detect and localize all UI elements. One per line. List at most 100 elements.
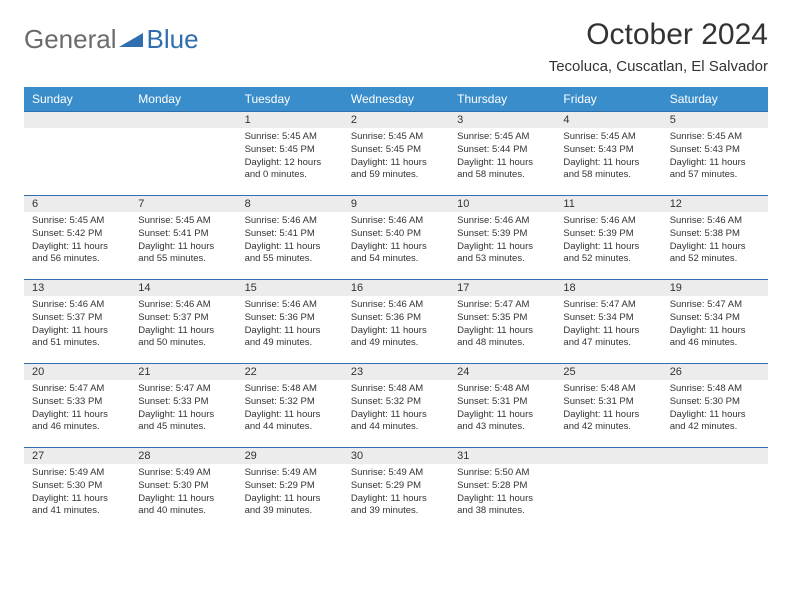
day-data-empty: [130, 128, 236, 188]
daylight-line: Daylight: 11 hours and 43 minutes.: [457, 409, 547, 435]
day-number: 26: [662, 363, 768, 380]
day-number: 25: [555, 363, 661, 380]
calendar-day-cell: 1Sunrise: 5:45 AMSunset: 5:45 PMDaylight…: [237, 111, 343, 195]
calendar-day-cell: [24, 111, 130, 195]
calendar-day-cell: 9Sunrise: 5:46 AMSunset: 5:40 PMDaylight…: [343, 195, 449, 279]
day-data: Sunrise: 5:46 AMSunset: 5:37 PMDaylight:…: [24, 296, 130, 356]
day-data: Sunrise: 5:46 AMSunset: 5:39 PMDaylight:…: [555, 212, 661, 272]
day-data: Sunrise: 5:45 AMSunset: 5:41 PMDaylight:…: [130, 212, 236, 272]
day-data: Sunrise: 5:46 AMSunset: 5:39 PMDaylight:…: [449, 212, 555, 272]
calendar-week-row: 27Sunrise: 5:49 AMSunset: 5:30 PMDayligh…: [24, 447, 768, 531]
day-number: 12: [662, 195, 768, 212]
sunset-line: Sunset: 5:29 PM: [245, 480, 335, 493]
daylight-line: Daylight: 11 hours and 42 minutes.: [670, 409, 760, 435]
day-data: Sunrise: 5:45 AMSunset: 5:45 PMDaylight:…: [237, 128, 343, 188]
sunset-line: Sunset: 5:29 PM: [351, 480, 441, 493]
sunset-line: Sunset: 5:37 PM: [32, 312, 122, 325]
day-data: Sunrise: 5:46 AMSunset: 5:37 PMDaylight:…: [130, 296, 236, 356]
sunrise-line: Sunrise: 5:48 AM: [351, 383, 441, 396]
day-data: Sunrise: 5:48 AMSunset: 5:30 PMDaylight:…: [662, 380, 768, 440]
day-number: 17: [449, 279, 555, 296]
day-data: Sunrise: 5:45 AMSunset: 5:45 PMDaylight:…: [343, 128, 449, 188]
calendar-day-cell: 17Sunrise: 5:47 AMSunset: 5:35 PMDayligh…: [449, 279, 555, 363]
header: General Blue October 2024 Tecoluca, Cusc…: [24, 18, 768, 75]
sunset-line: Sunset: 5:43 PM: [563, 144, 653, 157]
calendar-week-row: 6Sunrise: 5:45 AMSunset: 5:42 PMDaylight…: [24, 195, 768, 279]
sunset-line: Sunset: 5:44 PM: [457, 144, 547, 157]
sunset-line: Sunset: 5:33 PM: [32, 396, 122, 409]
sunset-line: Sunset: 5:39 PM: [563, 228, 653, 241]
sunrise-line: Sunrise: 5:47 AM: [563, 299, 653, 312]
daylight-line: Daylight: 11 hours and 41 minutes.: [32, 493, 122, 519]
daylight-line: Daylight: 11 hours and 52 minutes.: [563, 241, 653, 267]
day-number: 29: [237, 447, 343, 464]
sunrise-line: Sunrise: 5:45 AM: [457, 131, 547, 144]
col-friday: Friday: [555, 87, 661, 111]
day-data-empty: [555, 464, 661, 524]
col-thursday: Thursday: [449, 87, 555, 111]
calendar-week-row: 13Sunrise: 5:46 AMSunset: 5:37 PMDayligh…: [24, 279, 768, 363]
sunrise-line: Sunrise: 5:45 AM: [670, 131, 760, 144]
day-number: 1: [237, 111, 343, 128]
day-number: 20: [24, 363, 130, 380]
day-data: Sunrise: 5:46 AMSunset: 5:38 PMDaylight:…: [662, 212, 768, 272]
calendar-day-cell: 8Sunrise: 5:46 AMSunset: 5:41 PMDaylight…: [237, 195, 343, 279]
daylight-line: Daylight: 11 hours and 55 minutes.: [138, 241, 228, 267]
logo-triangle-icon: [119, 31, 145, 49]
logo: General Blue: [24, 24, 199, 55]
day-data: Sunrise: 5:45 AMSunset: 5:43 PMDaylight:…: [662, 128, 768, 188]
day-number: 9: [343, 195, 449, 212]
calendar-day-cell: 20 Sunrise: 5:47 AMSunset: 5:33 PMDayligh…: [24, 363, 130, 447]
daylight-line: Daylight: 11 hours and 59 minutes.: [351, 157, 441, 183]
calendar-day-cell: 18Sunrise: 5:47 AMSunset: 5:34 PMDayligh…: [555, 279, 661, 363]
calendar-day-cell: 25Sunrise: 5:48 AMSunset: 5:31 PMDayligh…: [555, 363, 661, 447]
page-title: October 2024: [549, 18, 768, 52]
sunset-line: Sunset: 5:30 PM: [138, 480, 228, 493]
day-data: Sunrise: 5:49 AMSunset: 5:29 PMDaylight:…: [237, 464, 343, 524]
day-number: 27: [24, 447, 130, 464]
sunrise-line: Sunrise: 5:47 AM: [32, 383, 122, 396]
day-data: Sunrise: 5:49 AMSunset: 5:30 PMDaylight:…: [24, 464, 130, 524]
calendar-day-cell: 13Sunrise: 5:46 AMSunset: 5:37 PMDayligh…: [24, 279, 130, 363]
day-data: Sunrise: 5:48 AMSunset: 5:31 PMDaylight:…: [449, 380, 555, 440]
calendar-day-cell: 15Sunrise: 5:46 AMSunset: 5:36 PMDayligh…: [237, 279, 343, 363]
sunrise-line: Sunrise: 5:46 AM: [563, 215, 653, 228]
day-data: Sunrise: 5:47 AMSunset: 5:34 PMDaylight:…: [662, 296, 768, 356]
daylight-line: Daylight: 11 hours and 42 minutes.: [563, 409, 653, 435]
calendar-day-cell: [555, 447, 661, 531]
col-saturday: Saturday: [662, 87, 768, 111]
sunrise-line: Sunrise: 5:46 AM: [457, 215, 547, 228]
calendar-day-cell: 21Sunrise: 5:47 AMSunset: 5:33 PMDayligh…: [130, 363, 236, 447]
daylight-line: Daylight: 11 hours and 48 minutes.: [457, 325, 547, 351]
day-number-empty: [555, 447, 661, 464]
sunset-line: Sunset: 5:38 PM: [670, 228, 760, 241]
sunrise-line: Sunrise: 5:45 AM: [32, 215, 122, 228]
day-data: Sunrise: 5:48 AMSunset: 5:32 PMDaylight:…: [343, 380, 449, 440]
day-data: Sunrise: 5:46 AMSunset: 5:36 PMDaylight:…: [343, 296, 449, 356]
sunrise-line: Sunrise: 5:48 AM: [670, 383, 760, 396]
day-data: Sunrise: 5:50 AMSunset: 5:28 PMDaylight:…: [449, 464, 555, 524]
day-number: 7: [130, 195, 236, 212]
sunrise-line: Sunrise: 5:45 AM: [138, 215, 228, 228]
daylight-line: Daylight: 11 hours and 50 minutes.: [138, 325, 228, 351]
day-data: Sunrise: 5:48 AMSunset: 5:32 PMDaylight:…: [237, 380, 343, 440]
col-tuesday: Tuesday: [237, 87, 343, 111]
sunrise-line: Sunrise: 5:45 AM: [351, 131, 441, 144]
calendar-day-cell: 23Sunrise: 5:48 AMSunset: 5:32 PMDayligh…: [343, 363, 449, 447]
calendar-day-cell: 30Sunrise: 5:49 AMSunset: 5:29 PMDayligh…: [343, 447, 449, 531]
day-number: 5: [662, 111, 768, 128]
sunset-line: Sunset: 5:45 PM: [351, 144, 441, 157]
daylight-line: Daylight: 11 hours and 46 minutes.: [32, 409, 122, 435]
day-number: 21: [130, 363, 236, 380]
calendar-day-cell: 11Sunrise: 5:46 AMSunset: 5:39 PMDayligh…: [555, 195, 661, 279]
calendar-table: Sunday Monday Tuesday Wednesday Thursday…: [24, 87, 768, 531]
sunset-line: Sunset: 5:37 PM: [138, 312, 228, 325]
daylight-line: Daylight: 11 hours and 53 minutes.: [457, 241, 547, 267]
day-number: 14: [130, 279, 236, 296]
day-number: 2: [343, 111, 449, 128]
day-data: Sunrise: 5:49 AMSunset: 5:29 PMDaylight:…: [343, 464, 449, 524]
location-text: Tecoluca, Cuscatlan, El Salvador: [549, 58, 768, 75]
sunrise-line: Sunrise: 5:46 AM: [351, 299, 441, 312]
sunset-line: Sunset: 5:45 PM: [245, 144, 335, 157]
day-data: Sunrise: 5:49 AMSunset: 5:30 PMDaylight:…: [130, 464, 236, 524]
